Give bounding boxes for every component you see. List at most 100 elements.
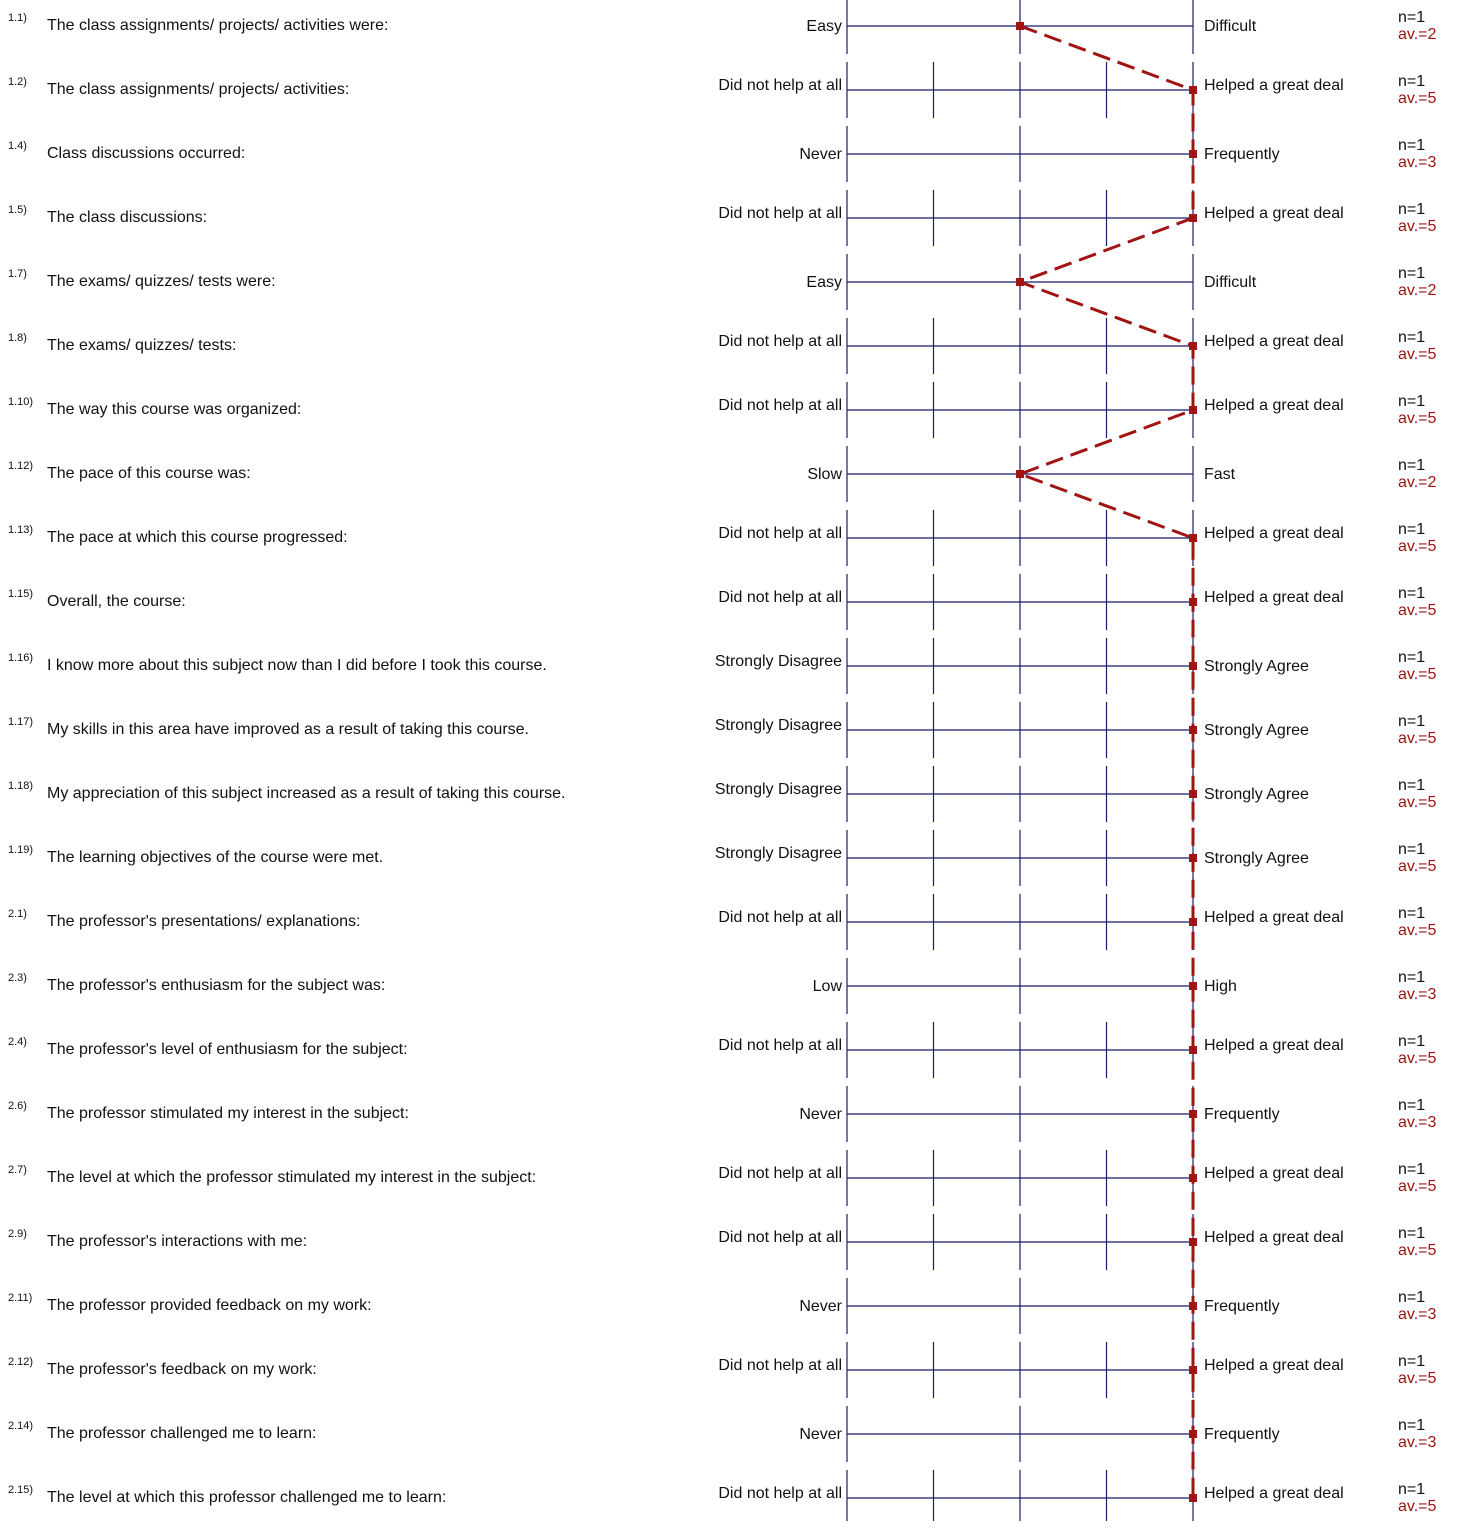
scale-right-label: Helped a great deal [1204, 525, 1344, 542]
profile-point [1189, 214, 1197, 222]
profile-point [1189, 1046, 1197, 1054]
average-value: av.=5 [1398, 602, 1437, 619]
average-value: av.=5 [1398, 410, 1437, 427]
average-value: av.=5 [1398, 538, 1437, 555]
response-count: n=1 [1398, 1353, 1426, 1370]
profile-point [1189, 342, 1197, 350]
scale-left-label: Did not help at all [718, 909, 842, 926]
question-number: 1.2) [8, 76, 27, 88]
question-text: The way this course was organized: [47, 401, 302, 418]
profile-point [1189, 86, 1197, 94]
question-text: The professor's interactions with me: [47, 1233, 308, 1250]
response-count: n=1 [1398, 457, 1426, 474]
survey-item-row: 2.4) The professor's level of enthusiasm … [0, 1024, 1468, 1088]
profile-point [1189, 534, 1197, 542]
question-text: The class assignments/ projects/ activit… [47, 17, 389, 34]
question-number: 1.12) [8, 460, 34, 472]
scale-right-label: Helped a great deal [1204, 1165, 1344, 1182]
question-text: The level at which this professor challe… [47, 1489, 447, 1506]
scale-left-label: Did not help at all [718, 77, 842, 94]
scale-right-label: Helped a great deal [1204, 909, 1344, 926]
profile-point [1189, 1110, 1197, 1118]
question-number: 2.4) [8, 1036, 27, 1048]
scale-left-label: Did not help at all [718, 1165, 842, 1182]
profile-point [1189, 790, 1197, 798]
average-value: av.=5 [1398, 922, 1437, 939]
question-number: 1.10) [8, 396, 34, 408]
scale-left-label: Easy [806, 274, 842, 291]
response-count: n=1 [1398, 201, 1426, 218]
question-number: 2.14) [8, 1420, 34, 1432]
question-number: 2.12) [8, 1356, 34, 1368]
scale-left-label: Strongly Disagree [714, 653, 842, 670]
response-count: n=1 [1398, 1097, 1426, 1114]
survey-item-row: 2.1) The professor's presentations/ expla… [0, 896, 1468, 960]
scale-right-label: Helped a great deal [1204, 1229, 1344, 1246]
scale-left-label: Never [799, 1426, 842, 1443]
survey-item-row: 1.17) My skills in this area have improve… [0, 704, 1468, 768]
survey-item-row: 2.14) The professor challenged me to lear… [0, 1408, 1468, 1472]
response-count: n=1 [1398, 1225, 1426, 1242]
question-number: 1.1) [8, 12, 27, 24]
profile-point [1189, 982, 1197, 990]
question-text: The professor challenged me to learn: [47, 1425, 317, 1442]
scale-left-label: Did not help at all [718, 333, 842, 350]
scale-left-label: Did not help at all [718, 525, 842, 542]
profile-point [1189, 854, 1197, 862]
survey-item-row: 1.13) The pace at which this course progr… [0, 512, 1468, 576]
question-text: The learning objectives of the course we… [47, 849, 384, 866]
question-number: 1.17) [8, 716, 34, 728]
average-value: av.=3 [1398, 1306, 1437, 1323]
scale-left-label: Low [812, 978, 842, 995]
scale-left-label: Never [799, 146, 842, 163]
scale-left-label: Never [799, 1298, 842, 1315]
scale-left-label: Did not help at all [718, 1229, 842, 1246]
question-number: 1.18) [8, 780, 34, 792]
average-value: av.=2 [1398, 474, 1437, 491]
scale-right-label: High [1204, 978, 1237, 995]
survey-item-row: 2.11) The professor provided feedback on … [0, 1280, 1468, 1344]
response-count: n=1 [1398, 329, 1426, 346]
question-text: Overall, the course: [47, 593, 186, 610]
scale-right-label: Frequently [1204, 1426, 1280, 1443]
average-value: av.=5 [1398, 858, 1437, 875]
response-count: n=1 [1398, 1289, 1426, 1306]
response-count: n=1 [1398, 905, 1426, 922]
average-value: av.=5 [1398, 794, 1437, 811]
question-number: 2.3) [8, 972, 27, 984]
average-value: av.=3 [1398, 1114, 1437, 1131]
scale-right-label: Helped a great deal [1204, 333, 1344, 350]
survey-item-row: 2.9) The professor's interactions with me… [0, 1216, 1468, 1280]
profile-point [1189, 406, 1197, 414]
average-value: av.=3 [1398, 1434, 1437, 1451]
question-number: 1.19) [8, 844, 34, 856]
average-value: av.=2 [1398, 282, 1437, 299]
question-text: The professor's level of enthusiasm for … [47, 1041, 408, 1058]
profile-point [1189, 1174, 1197, 1182]
average-value: av.=5 [1398, 346, 1437, 363]
average-value: av.=2 [1398, 26, 1437, 43]
question-number: 1.15) [8, 588, 34, 600]
response-count: n=1 [1398, 841, 1426, 858]
scale-right-label: Strongly Agree [1204, 786, 1309, 803]
scale-right-label: Difficult [1204, 18, 1257, 35]
average-value: av.=5 [1398, 666, 1437, 683]
profile-point [1189, 662, 1197, 670]
scale-left-label: Did not help at all [718, 1357, 842, 1374]
question-text: I know more about this subject now than … [47, 657, 547, 674]
scale-right-label: Fast [1204, 466, 1236, 483]
survey-item-row: 1.10) The way this course was organized: D… [0, 384, 1468, 448]
question-text: The professor provided feedback on my wo… [47, 1297, 372, 1314]
survey-item-row: 1.12) The pace of this course was: Slow Fas… [0, 448, 1468, 512]
response-count: n=1 [1398, 393, 1426, 410]
question-text: Class discussions occurred: [47, 145, 246, 162]
question-text: My appreciation of this subject increase… [47, 785, 566, 802]
response-count: n=1 [1398, 137, 1426, 154]
average-value: av.=5 [1398, 730, 1437, 747]
survey-item-row: 1.15) Overall, the course: Did not help at… [0, 576, 1468, 640]
scale-right-label: Frequently [1204, 146, 1280, 163]
survey-item-row: 1.4) Class discussions occurred: Never Freq… [0, 128, 1468, 192]
response-count: n=1 [1398, 9, 1426, 26]
